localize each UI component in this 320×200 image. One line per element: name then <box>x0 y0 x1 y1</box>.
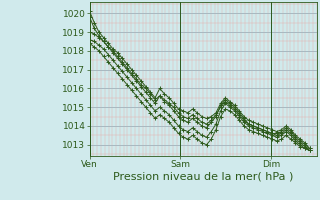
X-axis label: Pression niveau de la mer( hPa ): Pression niveau de la mer( hPa ) <box>113 172 293 182</box>
